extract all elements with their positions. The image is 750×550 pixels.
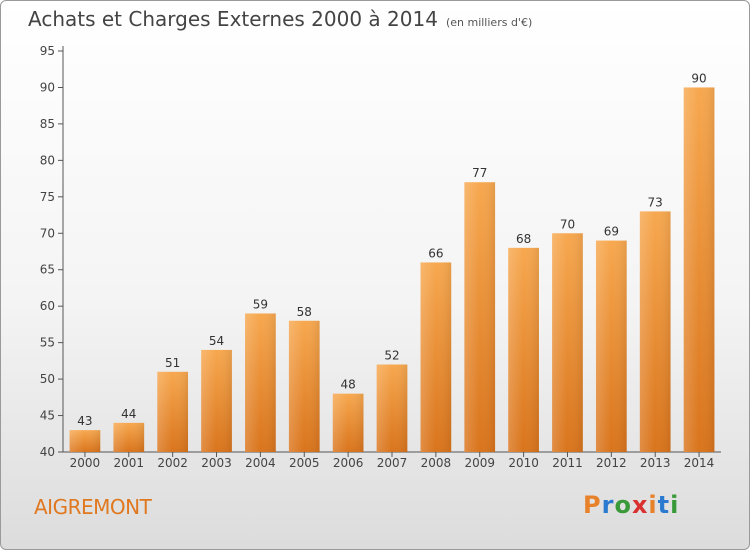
- y-tick-label: 45: [40, 409, 55, 423]
- data-label: 70: [560, 217, 575, 231]
- y-tick-label: 60: [40, 299, 55, 313]
- bar-shade-2009: [464, 182, 496, 452]
- logo-letter: P: [583, 491, 602, 519]
- commune-name: AIGREMONT: [34, 495, 152, 519]
- y-tick-label: 85: [40, 117, 55, 131]
- data-label: 77: [472, 166, 487, 180]
- data-label: 51: [165, 356, 180, 370]
- x-tick-label: 2012: [596, 456, 627, 470]
- x-tick-label: 2011: [552, 456, 583, 470]
- y-tick-label: 50: [40, 372, 55, 386]
- x-tick-label: 2010: [508, 456, 539, 470]
- logo-letter: i: [648, 491, 658, 519]
- logo-letter: o: [614, 491, 632, 519]
- x-tick-label: 2002: [157, 456, 188, 470]
- logo-letter: x: [631, 491, 649, 519]
- data-label: 58: [297, 305, 312, 319]
- data-label: 52: [384, 349, 399, 363]
- y-tick-label: 75: [40, 190, 55, 204]
- logo-letter: i: [670, 491, 680, 519]
- y-tick-label: 70: [40, 226, 55, 240]
- y-tick-label: 65: [40, 263, 55, 277]
- x-tick-label: 2000: [70, 456, 101, 470]
- x-tick-label: 2007: [377, 456, 408, 470]
- x-tick-label: 2008: [421, 456, 452, 470]
- bar-shade-2008: [420, 262, 452, 452]
- x-tick-label: 2003: [201, 456, 232, 470]
- x-tick-label: 2006: [333, 456, 364, 470]
- y-tick-label: 40: [40, 445, 55, 459]
- bar-shade-2006: [332, 393, 364, 452]
- bar-shade-2012: [595, 240, 627, 452]
- bar-shade-2013: [639, 211, 671, 452]
- y-tick-label: 80: [40, 153, 55, 167]
- logo-letter: r: [601, 491, 615, 519]
- bar-shade-2002: [157, 371, 189, 452]
- data-label: 48: [340, 378, 355, 392]
- x-tick-label: 2005: [289, 456, 320, 470]
- data-label: 69: [604, 225, 619, 239]
- x-tick-label: 2009: [464, 456, 495, 470]
- x-tick-label: 2004: [245, 456, 276, 470]
- data-label: 68: [516, 232, 531, 246]
- chart-subtitle: (en milliers d'€): [445, 16, 533, 29]
- data-label: 90: [691, 71, 706, 85]
- bar-shade-2004: [245, 313, 276, 452]
- data-label: 66: [428, 246, 443, 260]
- y-tick-label: 55: [40, 336, 55, 350]
- data-label: 44: [121, 407, 136, 421]
- x-tick-label: 2013: [640, 456, 671, 470]
- bar-shade-2001: [113, 422, 145, 452]
- data-label: 73: [648, 195, 663, 209]
- data-label: 54: [209, 334, 224, 348]
- y-tick-label: 90: [40, 80, 55, 94]
- bar-shade-2007: [376, 364, 408, 452]
- bar-shade-2003: [201, 349, 232, 452]
- bar-shade-2005: [288, 320, 320, 452]
- data-label: 43: [77, 414, 92, 428]
- logo-letter: t: [657, 491, 671, 519]
- bar-shade-2000: [69, 430, 101, 452]
- y-tick-label: 95: [40, 44, 55, 58]
- bar-shade-2011: [552, 233, 583, 452]
- proxiti-logo: Proxiti: [583, 491, 679, 519]
- data-label: 59: [253, 297, 268, 311]
- chart-title: Achats et Charges Externes 2000 à 2014 (e…: [28, 7, 532, 31]
- chart-title-text: Achats et Charges Externes 2000 à 2014: [28, 7, 438, 31]
- bar-shade-2010: [508, 247, 539, 452]
- bar-shade-2014: [683, 87, 715, 453]
- x-tick-label: 2014: [684, 456, 715, 470]
- x-tick-label: 2001: [114, 456, 145, 470]
